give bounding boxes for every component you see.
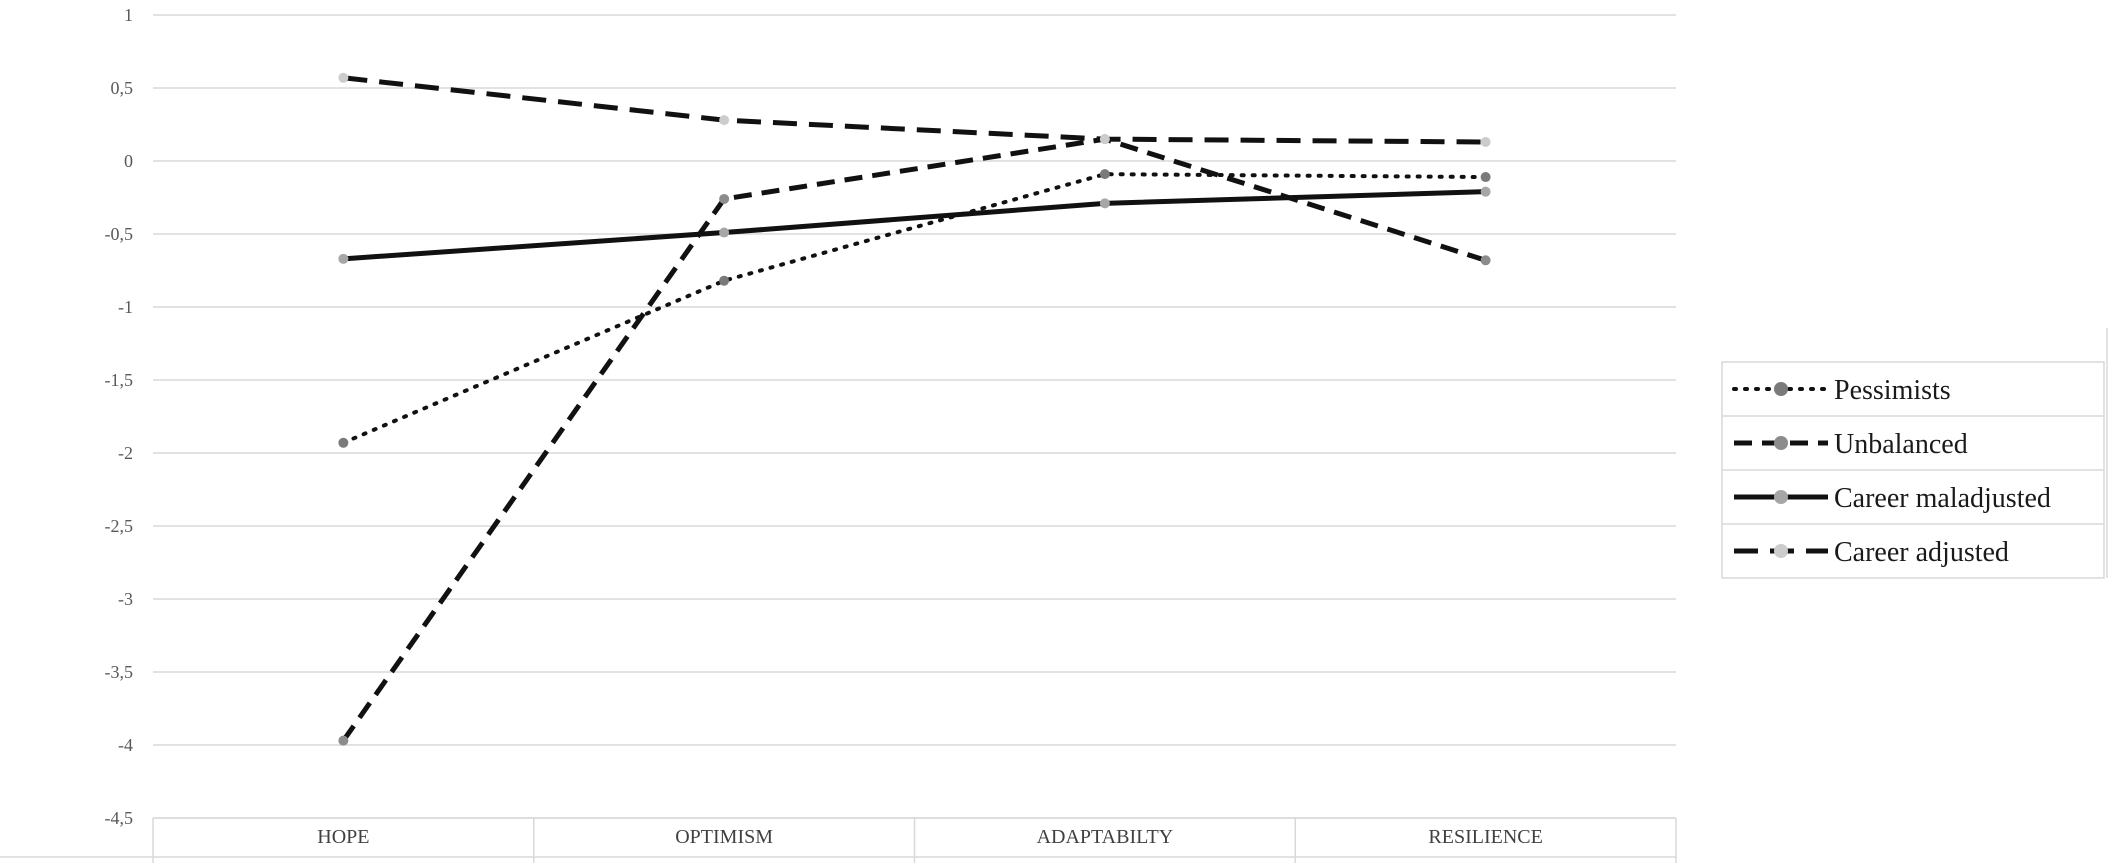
y-tick-label: 0 (124, 151, 133, 171)
legend-label: Career adjusted (1834, 537, 2009, 568)
y-axis-tick-labels: 1 0,5 0 -0,5 -1 -1,5 -2 -2,5 -3 -3,5 -4 -4,5 (105, 5, 134, 828)
data-point (719, 115, 730, 126)
y-tick-label: -1 (118, 297, 133, 317)
y-tick-label: 1 (124, 5, 133, 25)
y-tick-label: -1,5 (105, 370, 134, 390)
legend-label: Unbalanced (1834, 429, 1968, 460)
legend-label: Career maladjusted (1834, 483, 2051, 514)
data-point (338, 253, 349, 264)
series-line (343, 75, 1486, 145)
data-point (1099, 134, 1110, 145)
data-point (1480, 186, 1491, 197)
y-tick-label: -4,5 (105, 808, 134, 828)
data-point (719, 193, 730, 204)
y-tick-label: -3,5 (105, 662, 134, 682)
x-tick-label: ADAPTABILTY (1037, 826, 1174, 848)
legend-marker (1774, 490, 1788, 504)
series-lines (338, 72, 1491, 746)
x-tick-label: OPTIMISM (675, 826, 773, 848)
x-tick-label: HOPE (317, 826, 369, 848)
y-tick-label: 0,5 (111, 78, 134, 98)
y-tick-label: -2 (118, 443, 133, 463)
legend-marker (1774, 544, 1788, 558)
legend: Pessimists Unbalanced Career maladjusted Ca… (1721, 328, 2108, 579)
legend-marker (1774, 436, 1788, 450)
category-axis-table: HOPE OPTIMISM ADAPTABILTY RESILIENCE (0, 817, 1677, 863)
y-tick-label: -0,5 (105, 224, 134, 244)
y-tick-label: -3 (118, 589, 133, 609)
data-point (1099, 198, 1110, 209)
series-line (341, 136, 1487, 743)
data-point (719, 227, 730, 238)
data-point (338, 735, 349, 746)
data-point (1480, 137, 1491, 148)
y-tick-label: -2,5 (105, 516, 134, 536)
data-point (1480, 255, 1491, 266)
data-point (338, 72, 349, 83)
data-point (338, 437, 349, 448)
data-point (1480, 172, 1491, 183)
data-point (719, 275, 730, 286)
series-line (341, 172, 1488, 445)
data-point (1099, 169, 1110, 180)
y-tick-label: -4 (118, 735, 133, 755)
series-line (343, 189, 1486, 262)
x-tick-label: RESILIENCE (1428, 826, 1542, 848)
legend-marker (1774, 382, 1788, 396)
legend-label: Pessimists (1834, 375, 1951, 406)
y-gridlines (153, 14, 1676, 819)
